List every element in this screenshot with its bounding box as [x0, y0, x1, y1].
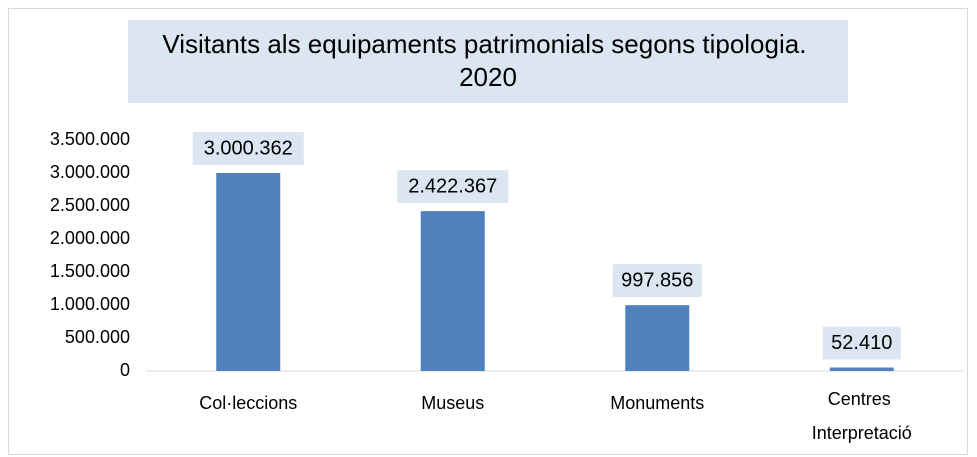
- x-tick-label: Centres Interpretació: [812, 389, 912, 443]
- data-label-box: [612, 264, 702, 298]
- data-label: 2.422.367: [408, 175, 497, 197]
- data-label: 52.410: [831, 332, 892, 354]
- y-tick-label: 1.500.000: [50, 261, 130, 281]
- data-label-box: [397, 170, 509, 204]
- title-box: [128, 20, 848, 103]
- chart-title: Visitants als equipaments patrimonials s…: [162, 29, 813, 92]
- y-tick-label: 500.000: [65, 327, 130, 347]
- y-tick-label: 3.000.000: [50, 162, 130, 182]
- data-label: 997.856: [621, 269, 693, 291]
- x-tick-label: Monuments: [610, 393, 704, 413]
- bar: [216, 172, 281, 371]
- x-tick-label: Col·leccions: [199, 393, 297, 413]
- y-tick-label: 1.000.000: [50, 294, 130, 314]
- y-tick-label: 3.500.000: [50, 129, 130, 149]
- data-label-box: [822, 326, 901, 360]
- bar: [829, 367, 894, 371]
- data-label-box: [192, 131, 304, 165]
- bar: [625, 305, 690, 371]
- bar: [420, 211, 485, 371]
- y-tick-label: 2.000.000: [50, 228, 130, 248]
- y-tick-label: 0: [120, 360, 130, 380]
- data-label: 3.000.362: [204, 137, 293, 159]
- x-tick-label: Museus: [421, 393, 484, 413]
- y-tick-label: 2.500.000: [50, 195, 130, 215]
